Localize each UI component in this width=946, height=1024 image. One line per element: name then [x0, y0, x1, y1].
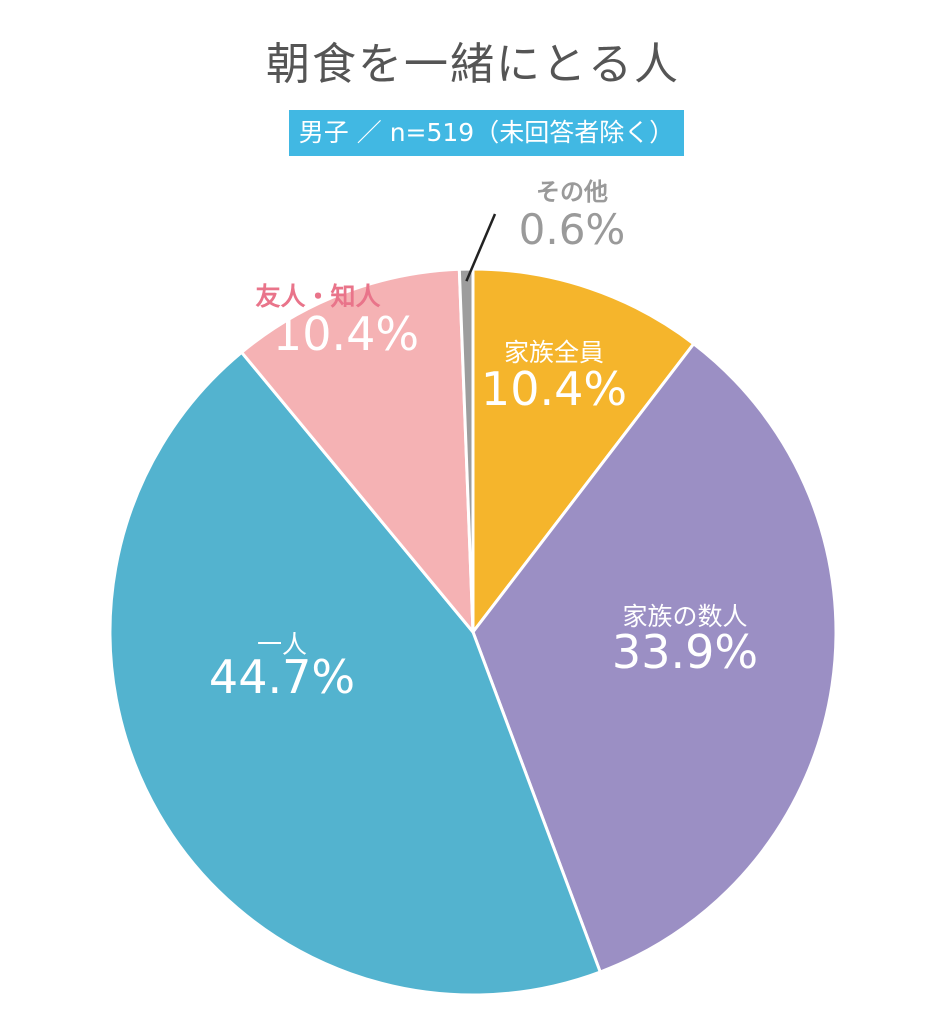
slice-label-alone: 一人 [257, 630, 307, 659]
slice-value-friends: 10.4% [273, 307, 419, 361]
chart-title: 朝食を一緒にとる人 [266, 39, 680, 90]
slice-label-friends: 友人・知人 [255, 282, 380, 311]
slice-label-family-all: 家族全員 [504, 338, 604, 367]
slice-label-other: その他 [536, 178, 608, 206]
chart-subtitle-badge: 男子 ／ n=519（未回答者除く） [289, 110, 684, 156]
slice-value-alone: 44.7% [209, 650, 355, 704]
slice-value-other: 0.6% [519, 205, 626, 254]
slice-value-family-all: 10.4% [481, 362, 627, 416]
pie-labels: 家族全員10.4%家族の数人33.9%一人44.7%友人・知人10.4%その他0… [209, 178, 758, 704]
slice-value-family-some: 33.9% [612, 625, 758, 679]
pie-slice-friends [240, 267, 475, 634]
pie-slices [108, 267, 838, 997]
other-leader-line [465, 213, 497, 282]
slice-label-family-some: 家族の数人 [622, 602, 747, 631]
pie-slice-other [457, 267, 475, 634]
pie-slice-family-some [471, 342, 838, 974]
pie-slice-alone [108, 350, 602, 997]
pie-slice-family-all [471, 267, 696, 634]
